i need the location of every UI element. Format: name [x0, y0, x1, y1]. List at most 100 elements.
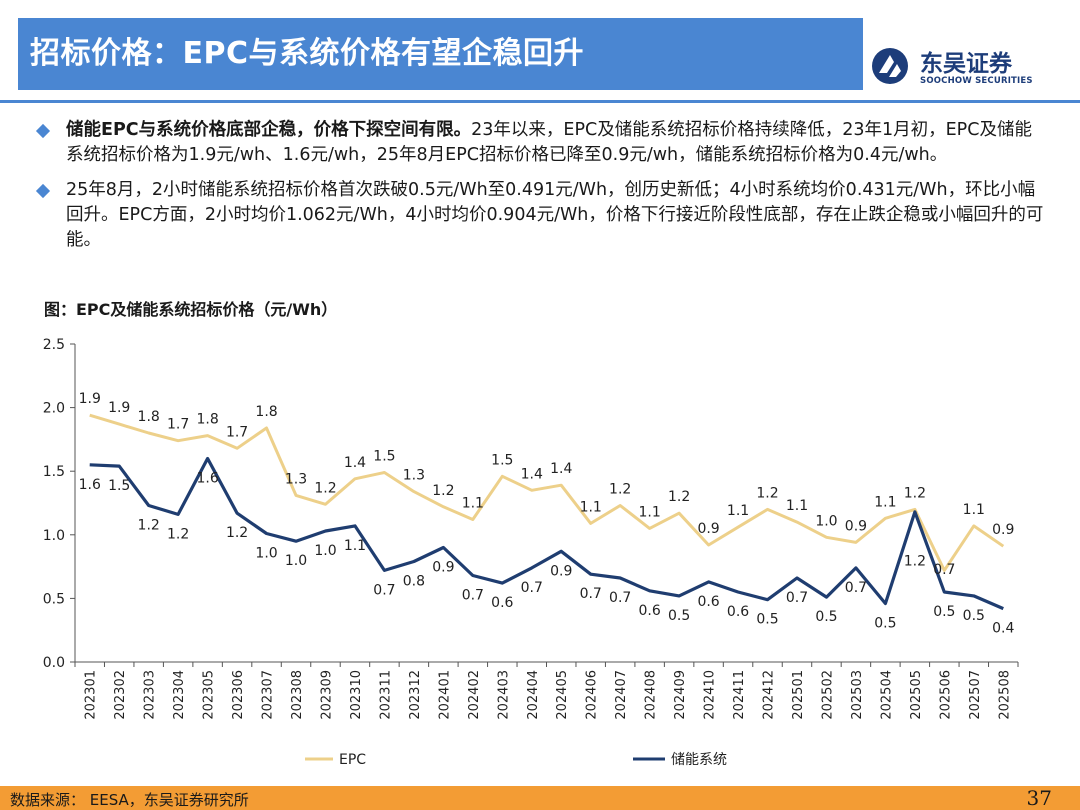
x-tick-label: 202303: [143, 670, 158, 720]
epc-data-label: 1.1: [874, 494, 896, 510]
x-tick-label: 202306: [231, 670, 246, 720]
x-tick-label: 202311: [378, 670, 393, 720]
epc-data-label: 1.1: [639, 504, 661, 520]
x-tick-label: 202504: [879, 670, 894, 720]
epc-data-label: 0.9: [845, 518, 867, 534]
epc-data-label: 1.2: [432, 483, 454, 499]
storage-data-label: 1.0: [285, 553, 307, 569]
storage-data-label: 0.7: [786, 590, 808, 606]
storage-data-label: 0.4: [992, 621, 1014, 637]
epc-data-label: 1.2: [756, 485, 778, 501]
legend-label-epc: EPC: [339, 752, 366, 768]
y-tick-label: 2.5: [43, 337, 65, 353]
title-bar: 招标价格：EPC与系统价格有望企稳回升: [18, 18, 863, 90]
diamond-bullet-icon: [35, 123, 51, 139]
storage-data-label: 1.2: [167, 526, 189, 542]
soochow-logo-icon: [872, 48, 908, 84]
bullet-item: 25年8月，2小时储能系统招标价格首次跌破0.5元/Wh至0.491元/Wh，创…: [35, 178, 1046, 253]
bullet-item: 储能EPC与系统价格底部企稳，价格下探空间有限。23年以来，EPC及储能系统招标…: [35, 118, 1046, 168]
x-tick-label: 202302: [113, 670, 128, 720]
epc-data-label: 1.1: [462, 496, 484, 512]
epc-data-label: 1.5: [373, 448, 395, 464]
logo-name-en: SOOCHOW SECURITIES: [920, 76, 1033, 86]
x-tick-label: 202409: [673, 670, 688, 720]
epc-data-label: 1.4: [344, 455, 366, 471]
storage-data-label: 0.9: [550, 563, 572, 579]
x-tick-label: 202508: [997, 670, 1012, 720]
data-source: 数据来源： EESA，东吴证券研究所: [10, 791, 249, 809]
header-divider: [0, 100, 1080, 103]
series-line-epc: [89, 413, 1005, 572]
epc-data-label: 1.2: [904, 485, 926, 501]
epc-data-label: 1.3: [403, 468, 425, 484]
epc-data-label: 1.4: [521, 466, 543, 482]
x-tick-label: 202312: [408, 670, 423, 720]
storage-data-label: 0.6: [697, 594, 719, 610]
epc-data-label: 1.7: [167, 417, 189, 433]
storage-data-label: 0.6: [491, 595, 513, 611]
storage-data-label: 0.5: [668, 608, 690, 624]
y-tick-label: 1.5: [43, 464, 65, 480]
legend-label-storage-system: 储能系统: [671, 752, 727, 768]
x-tick-label: 202501: [791, 670, 806, 720]
epc-data-label: 1.1: [580, 499, 602, 515]
y-tick-label: 1.0: [43, 528, 65, 544]
storage-data-label: 1.0: [314, 543, 336, 559]
x-tick-label: 202402: [467, 670, 482, 720]
x-tick-label: 202401: [437, 670, 452, 720]
x-tick-label: 202406: [585, 670, 600, 720]
x-tick-label: 202506: [938, 670, 953, 720]
storage-data-label: 0.9: [432, 560, 454, 576]
epc-data-label: 1.0: [815, 513, 837, 529]
epc-data-label: 0.9: [697, 521, 719, 537]
figure-caption: 图：EPC及储能系统招标价格（元/Wh）: [44, 300, 338, 319]
epc-data-label: 1.8: [255, 404, 277, 420]
epc-data-label: 1.2: [609, 482, 631, 498]
epc-data-label: 1.1: [727, 503, 749, 519]
storage-data-label: 0.7: [845, 580, 867, 596]
epc-data-label: 1.3: [285, 471, 307, 487]
storage-data-label: 0.7: [580, 586, 602, 602]
storage-data-label: 1.6: [79, 477, 101, 493]
storage-data-label: 1.0: [255, 546, 277, 562]
epc-data-label: 1.7: [226, 424, 248, 440]
storage-data-label: 1.2: [138, 518, 160, 534]
page-number: 37: [1026, 786, 1052, 810]
storage-data-label: 0.6: [639, 603, 661, 619]
x-tick-label: 202503: [850, 670, 865, 720]
x-tick-label: 202309: [319, 670, 334, 720]
epc-data-label: 1.2: [668, 489, 690, 505]
x-tick-label: 202404: [526, 670, 541, 720]
storage-data-label: 0.5: [756, 612, 778, 628]
bullet-heading: 储能EPC与系统价格底部企稳，价格下探空间有限。: [66, 120, 472, 140]
epc-data-label: 1.8: [196, 412, 218, 428]
bullet-text: 25年8月，2小时储能系统招标价格首次跌破0.5元/Wh至0.491元/Wh，创…: [66, 180, 1044, 250]
storage-data-label: 0.7: [609, 590, 631, 606]
storage-data-label: 1.5: [108, 478, 130, 494]
page-title: 招标价格：EPC与系统价格有望企稳回升: [30, 36, 584, 71]
x-tick-label: 202407: [614, 670, 629, 720]
y-tick-label: 2.0: [43, 401, 65, 417]
storage-data-label: 1.1: [344, 538, 366, 554]
bullet-text: 23年以来，EPC及储能系统招标价格持续降低，23年1月初，EPC及储能系统招标…: [66, 120, 1032, 165]
x-tick-label: 202305: [202, 670, 217, 720]
x-tick-label: 202412: [762, 670, 777, 720]
storage-data-label: 0.5: [963, 608, 985, 624]
epc-data-label: 1.9: [108, 400, 130, 416]
storage-data-label: 1.2: [226, 525, 248, 541]
epc-data-label: 1.1: [963, 502, 985, 518]
epc-data-label: 1.2: [314, 480, 336, 496]
x-tick-label: 202307: [261, 670, 276, 720]
epc-data-label: 0.7: [933, 562, 955, 578]
y-tick-label: 0.5: [43, 591, 65, 607]
storage-data-label: 0.5: [815, 609, 837, 625]
y-tick-label: 0.0: [43, 655, 65, 671]
diamond-bullet-icon: [35, 183, 51, 199]
soochow-logo: 东吴证券 SOOCHOW SECURITIES: [870, 44, 1070, 90]
storage-data-label: 0.7: [373, 582, 395, 598]
x-tick-label: 202507: [968, 670, 983, 720]
x-tick-label: 202410: [703, 670, 718, 720]
logo-name-cn: 东吴证券: [920, 51, 1012, 77]
x-tick-label: 202304: [172, 670, 187, 720]
epc-data-label: 1.1: [786, 498, 808, 514]
